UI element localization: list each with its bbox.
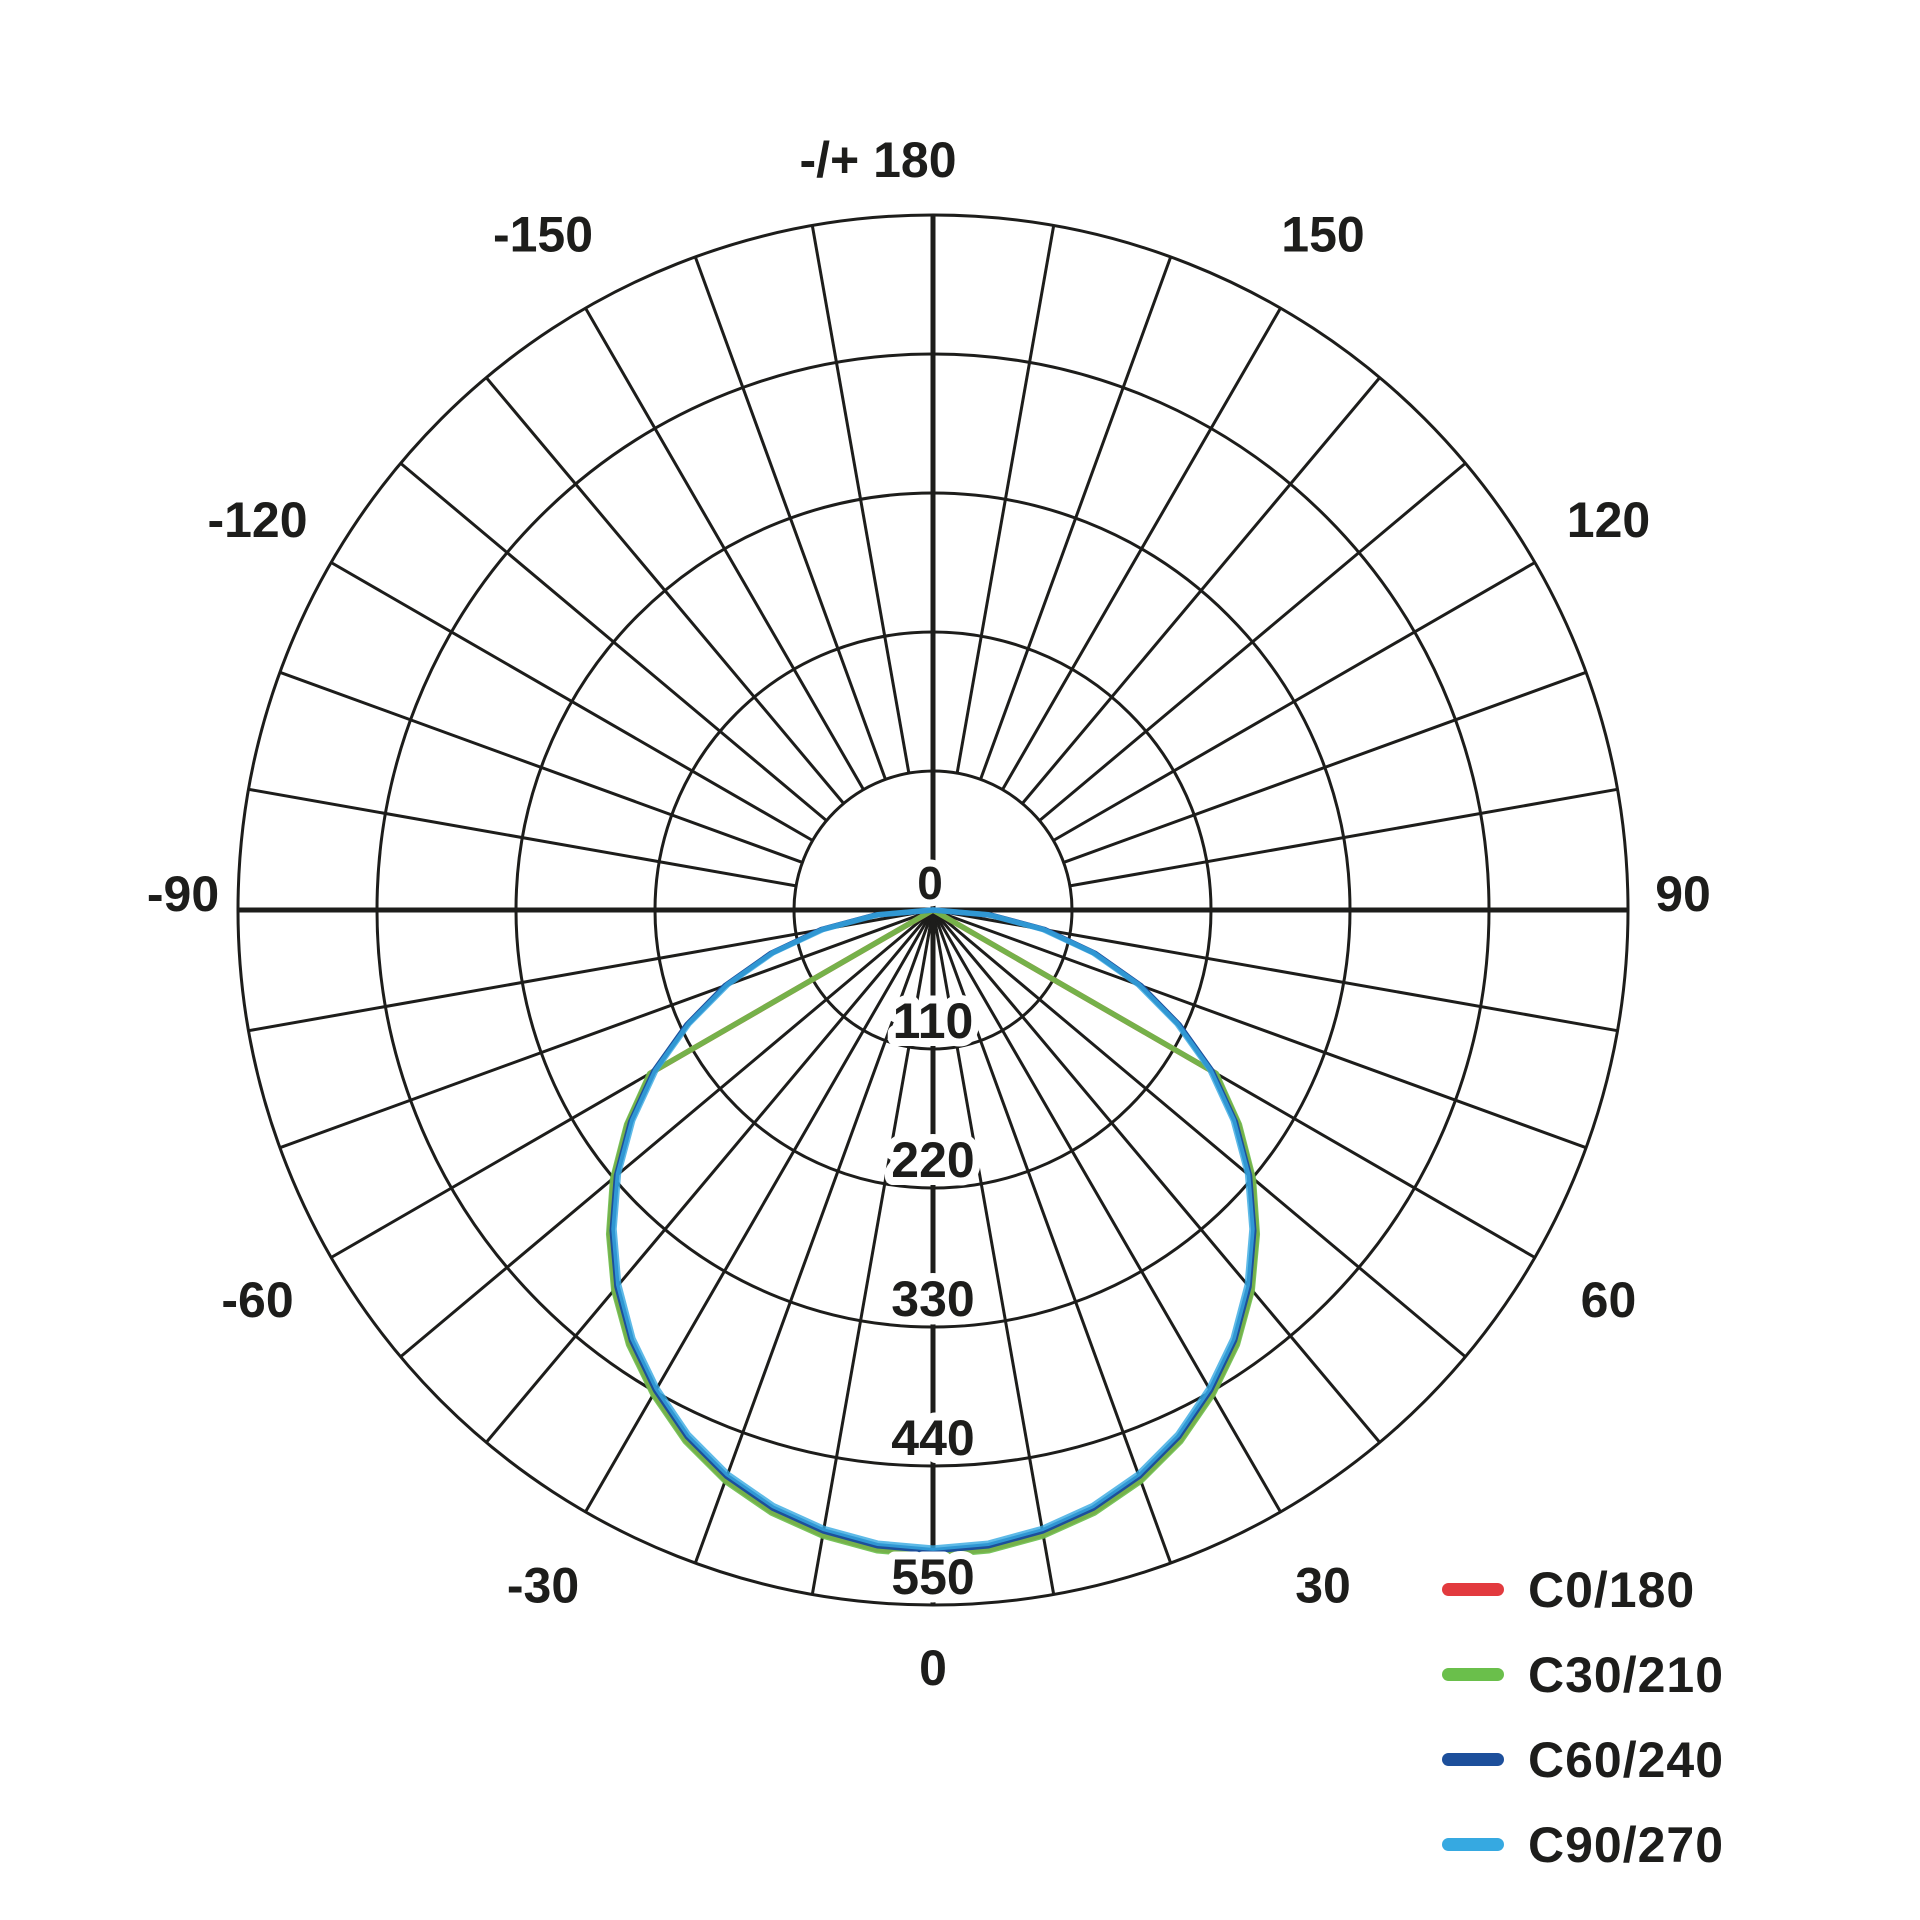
ring-label-550: 550 <box>891 1549 974 1605</box>
grid-spoke--30 <box>584 909 935 1513</box>
legend-swatch-c0-180 <box>1442 1583 1504 1596</box>
grid-spokes <box>248 225 1618 1595</box>
legend-swatch-c60-240 <box>1442 1753 1504 1766</box>
legend-label-c90-270: C90/270 <box>1528 1816 1725 1873</box>
legend-label-c0-180: C0/180 <box>1528 1561 1696 1618</box>
grid-spoke--70 <box>279 908 934 1150</box>
grid-spoke--170 <box>810 225 911 774</box>
grid-spoke--40 <box>485 909 935 1444</box>
grid-spoke-140 <box>1021 376 1381 805</box>
grid-spoke-170 <box>955 225 1056 774</box>
grid-spoke-100 <box>1069 787 1618 888</box>
legend-swatch-c90-270 <box>1442 1838 1504 1851</box>
grid-spoke-160 <box>979 256 1173 780</box>
angle-label-180: -/+ 180 <box>799 132 956 188</box>
angle-label-30: 30 <box>1295 1557 1351 1613</box>
grid-spoke--50 <box>399 908 934 1358</box>
angle-label-120: 120 <box>1567 492 1650 548</box>
legend-item-c60-240: C60/240 <box>1442 1717 1724 1802</box>
grid-spoke-70 <box>932 908 1587 1150</box>
grid-spoke-50 <box>932 908 1467 1358</box>
grid-spoke--10 <box>810 909 935 1595</box>
ring-label-440: 440 <box>891 1410 974 1466</box>
legend: C0/180 C30/210 C60/240 C90/270 <box>1442 1547 1724 1887</box>
ring-label-110: 110 <box>893 993 974 1049</box>
grid-spoke--140 <box>485 376 845 805</box>
legend-label-c60-240: C60/240 <box>1528 1731 1725 1788</box>
angle-label-60: 60 <box>1581 1272 1637 1328</box>
curve-c30-210 <box>605 907 1261 1559</box>
grid-spoke--160 <box>693 256 887 780</box>
legend-item-c90-270: C90/270 <box>1442 1802 1724 1887</box>
grid-spoke--130 <box>399 462 828 822</box>
grid-spoke--20 <box>693 909 935 1564</box>
angle-labels: -/+ 180 150 120 90 60 30 0 -30 -60 -90 -120 -150 <box>147 132 1711 1696</box>
angle-label--90: -90 <box>147 866 219 922</box>
grid-spoke-20 <box>931 909 1173 1564</box>
angle-label--30: -30 <box>507 1557 579 1613</box>
grid-spoke--150 <box>584 307 865 791</box>
grid-spoke-30 <box>931 909 1282 1513</box>
grid-spoke-40 <box>931 909 1381 1444</box>
ring-labels: 110 220 330 440 550 0 <box>883 850 982 1613</box>
grid-spoke-110 <box>1063 670 1587 864</box>
angle-label-90: 90 <box>1655 866 1711 922</box>
grid-spoke--120 <box>330 561 814 842</box>
grid-spoke-10 <box>931 909 1056 1595</box>
curves <box>605 907 1261 1559</box>
legend-swatch-c30-210 <box>1442 1668 1504 1681</box>
ring-label-220: 220 <box>891 1132 974 1188</box>
grid-spoke--100 <box>248 787 797 888</box>
center-zero-label: 0 <box>917 857 943 909</box>
angle-label-0: 0 <box>919 1640 947 1696</box>
curve-c90-270 <box>611 907 1255 1551</box>
grid-spoke-150 <box>1001 307 1282 791</box>
grid-spoke-120 <box>1052 561 1536 842</box>
legend-item-c0-180: C0/180 <box>1442 1547 1724 1632</box>
ring-label-330: 330 <box>891 1271 974 1327</box>
grid-spoke--110 <box>279 670 803 864</box>
legend-label-c30-210: C30/210 <box>1528 1646 1725 1703</box>
angle-label--120: -120 <box>207 492 307 548</box>
angle-label--60: -60 <box>221 1272 293 1328</box>
angle-label--150: -150 <box>493 207 593 263</box>
angle-label-150: 150 <box>1281 207 1364 263</box>
grid-spoke-130 <box>1038 462 1467 822</box>
legend-item-c30-210: C30/210 <box>1442 1632 1724 1717</box>
